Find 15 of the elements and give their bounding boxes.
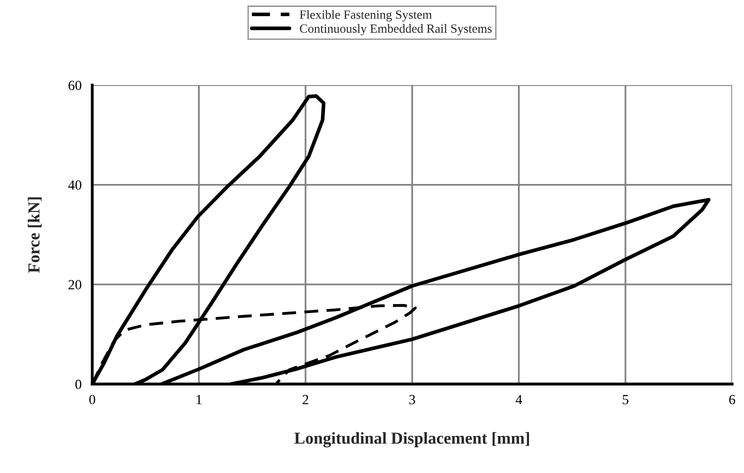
x-axis-title: Longitudinal Displacement [mm] [294,432,529,448]
y-axis-title: Force [kN] [28,197,42,273]
y-tick-label: 40 [68,180,82,190]
y-tick-label: 20 [68,280,82,290]
legend-label: Continuously Embedded Rail Systems [300,24,492,36]
x-tick-label: 4 [516,394,522,404]
x-tick-label: 2 [302,394,308,404]
y-tick-label: 0 [75,380,82,390]
x-tick-label: 6 [729,394,736,404]
y-tick-label: 60 [68,80,82,90]
x-tick-label: 1 [196,394,202,404]
x-tick-label: 5 [622,395,628,404]
x-tick-label: 0 [89,394,96,404]
x-tick-label: 3 [409,394,416,404]
legend-label: Flexible Fastening System [300,10,432,22]
